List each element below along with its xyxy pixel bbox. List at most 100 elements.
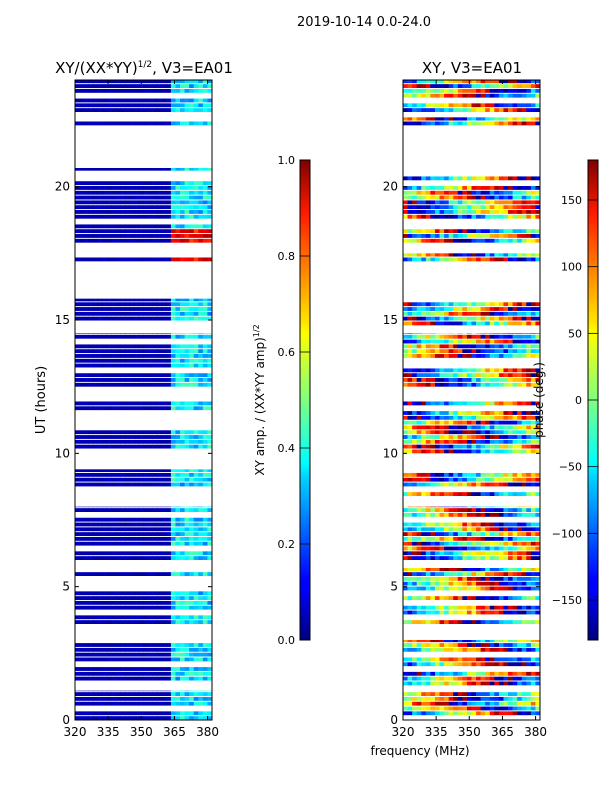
heatmap-cell bbox=[175, 378, 181, 382]
heatmap-cell bbox=[134, 406, 140, 411]
heatmap-cell bbox=[498, 586, 504, 591]
heatmap-cell bbox=[202, 469, 208, 472]
heatmap-cell bbox=[503, 692, 509, 696]
colorbar-tick-label: 0.6 bbox=[278, 346, 296, 359]
heatmap-cell bbox=[421, 234, 427, 238]
heatmap-cell bbox=[106, 80, 112, 84]
heatmap-cell bbox=[193, 667, 199, 671]
heatmap-cell bbox=[407, 444, 413, 449]
heatmap-cell bbox=[125, 200, 131, 205]
heatmap-cell bbox=[116, 605, 121, 610]
heatmap-cell bbox=[116, 591, 121, 596]
heatmap-cell bbox=[129, 591, 135, 596]
heatmap-cell bbox=[503, 257, 509, 262]
heatmap-cell bbox=[189, 214, 195, 219]
heatmap-cell bbox=[166, 439, 172, 444]
heatmap-cell bbox=[184, 532, 190, 536]
heatmap-cell bbox=[503, 411, 509, 415]
heatmap-cell bbox=[530, 647, 536, 652]
heatmap-cell bbox=[430, 696, 436, 701]
heatmap-cell bbox=[403, 640, 408, 643]
heatmap-cell bbox=[120, 363, 126, 368]
heatmap-cell bbox=[202, 354, 208, 358]
heatmap-cell bbox=[138, 382, 144, 387]
heatmap-cell bbox=[508, 334, 513, 339]
heatmap-cell bbox=[102, 435, 108, 439]
heatmap-cell bbox=[416, 93, 422, 98]
heatmap-cell bbox=[102, 469, 108, 472]
heatmap-cell bbox=[125, 363, 131, 368]
heatmap-cell bbox=[448, 482, 454, 487]
heatmap-cell bbox=[93, 506, 99, 508]
heatmap-cell bbox=[512, 368, 518, 373]
heatmap-cell bbox=[526, 610, 532, 615]
heatmap-cell bbox=[494, 368, 500, 373]
heatmap-cell bbox=[489, 657, 495, 662]
heatmap-cell bbox=[430, 643, 436, 647]
heatmap-cell bbox=[202, 508, 208, 512]
heatmap-cell bbox=[439, 117, 445, 121]
heatmap-cell bbox=[180, 98, 185, 103]
heatmap-cell bbox=[79, 108, 85, 112]
heatmap-cell bbox=[180, 354, 185, 358]
heatmap-cell bbox=[157, 406, 163, 411]
heatmap-cell bbox=[494, 696, 500, 701]
heatmap-cell bbox=[102, 200, 108, 205]
heatmap-cell bbox=[148, 334, 153, 339]
heatmap-cell bbox=[489, 706, 495, 711]
heatmap-cell bbox=[202, 600, 208, 605]
heatmap-cell bbox=[421, 84, 427, 88]
heatmap-cell bbox=[198, 307, 204, 311]
heatmap-cell bbox=[485, 532, 491, 536]
heatmap-cell bbox=[471, 640, 477, 643]
heatmap-cell bbox=[521, 706, 527, 711]
heatmap-cell bbox=[444, 640, 449, 643]
heatmap-cell bbox=[202, 229, 208, 234]
heatmap-cell bbox=[129, 572, 135, 576]
heatmap-cell bbox=[143, 482, 149, 487]
heatmap-cell bbox=[134, 354, 140, 358]
heatmap-cell bbox=[202, 363, 208, 368]
heatmap-cell bbox=[489, 186, 495, 190]
heatmap-cell bbox=[97, 556, 103, 560]
heatmap-cell bbox=[111, 596, 117, 600]
heatmap-cell bbox=[503, 321, 509, 326]
heatmap-cell bbox=[485, 596, 491, 600]
heatmap-cell bbox=[175, 692, 181, 696]
heatmap-cell bbox=[416, 522, 422, 527]
heatmap-cell bbox=[526, 420, 532, 425]
heatmap-cell bbox=[430, 382, 436, 387]
heatmap-cell bbox=[457, 676, 463, 681]
heatmap-cell bbox=[207, 506, 213, 508]
heatmap-cell bbox=[416, 444, 422, 449]
heatmap-cell bbox=[416, 84, 422, 88]
heatmap-cell bbox=[457, 536, 463, 541]
heatmap-cell bbox=[106, 647, 112, 652]
heatmap-cell bbox=[175, 373, 181, 378]
heatmap-cell bbox=[134, 696, 140, 701]
heatmap-cell bbox=[485, 80, 491, 84]
heatmap-cell bbox=[134, 647, 140, 652]
heatmap-cell bbox=[457, 84, 463, 88]
heatmap-cell bbox=[416, 512, 422, 517]
heatmap-cell bbox=[84, 517, 89, 522]
heatmap-cell bbox=[120, 378, 126, 382]
heatmap-cell bbox=[521, 576, 527, 581]
heatmap-cell bbox=[476, 311, 481, 316]
heatmap-cell bbox=[84, 541, 89, 546]
heatmap-cell bbox=[116, 103, 121, 108]
heatmap-cell bbox=[403, 711, 408, 716]
heatmap-cell bbox=[512, 205, 518, 210]
heatmap-cell bbox=[93, 551, 99, 556]
heatmap-cell bbox=[207, 517, 213, 522]
heatmap-cell bbox=[207, 349, 213, 354]
heatmap-cell bbox=[157, 103, 163, 108]
heatmap-cell bbox=[434, 551, 440, 556]
heatmap-cell bbox=[448, 546, 454, 551]
heatmap-cell bbox=[434, 541, 440, 546]
heatmap-cell bbox=[421, 444, 427, 449]
heatmap-cell bbox=[434, 556, 440, 560]
heatmap-cell bbox=[466, 382, 472, 387]
heatmap-cell bbox=[448, 382, 454, 387]
heatmap-cell bbox=[453, 439, 459, 444]
